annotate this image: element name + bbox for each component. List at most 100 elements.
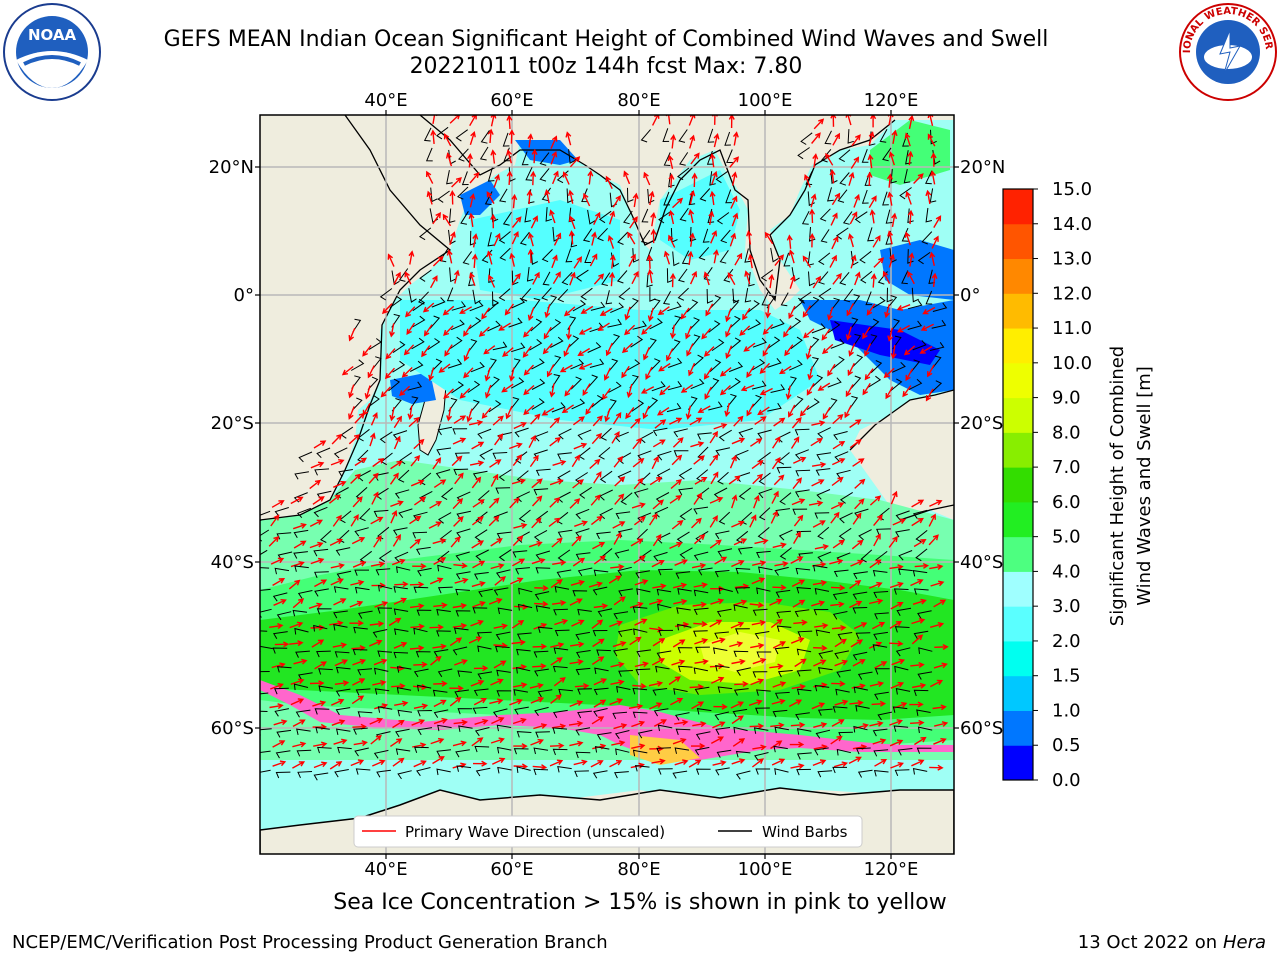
wind-barb	[333, 610, 348, 619]
wave-direction-arrow	[757, 406, 770, 416]
wave-direction-arrow	[759, 387, 773, 396]
wave-direction-arrow	[690, 441, 705, 448]
colorbar-segment	[1003, 675, 1033, 711]
wave-direction-arrow	[933, 215, 942, 228]
wind-barb	[297, 590, 313, 599]
wave-direction-arrow	[574, 520, 588, 527]
wave-direction-arrow	[629, 636, 642, 646]
wind-barb	[260, 710, 268, 712]
wind-barb	[916, 747, 932, 754]
wind-barb	[623, 210, 633, 225]
wind-barb	[533, 650, 549, 658]
wind-barb	[632, 606, 648, 613]
wave-direction-arrow	[392, 534, 401, 547]
wave-direction-arrow	[759, 362, 771, 374]
wave-direction-arrow	[831, 192, 841, 206]
wind-barb	[335, 728, 351, 736]
wind-barb	[453, 627, 469, 635]
wind-barb	[353, 727, 368, 735]
wind-barb	[497, 766, 512, 774]
wind-barb	[416, 767, 431, 777]
wind-barb	[913, 588, 929, 595]
wave-direction-arrow	[332, 514, 342, 527]
wave-direction-arrow	[473, 665, 489, 672]
wave-direction-arrow	[671, 454, 683, 466]
wave-direction-arrow	[650, 228, 657, 244]
lon-tick-bottom: 40°E	[364, 859, 407, 880]
wind-barb	[516, 731, 532, 738]
wind-barb	[607, 399, 617, 413]
wind-barb	[689, 226, 697, 242]
wave-direction-arrow	[471, 253, 478, 268]
wind-barb	[516, 766, 531, 773]
wave-direction-arrow	[533, 623, 548, 630]
wind-barb	[535, 605, 551, 612]
colorbar-tick-label: 14.0	[1052, 214, 1092, 235]
wave-direction-arrow	[554, 618, 569, 626]
wave-direction-arrow	[330, 563, 345, 569]
wind-barb	[931, 355, 942, 370]
wave-direction-arrow	[331, 433, 343, 445]
wave-direction-arrow	[910, 719, 925, 726]
wave-direction-arrow	[605, 342, 613, 357]
wave-direction-arrow	[422, 302, 435, 313]
wave-direction-arrow	[645, 366, 653, 381]
wind-barb	[553, 647, 569, 654]
wind-barb	[296, 749, 312, 757]
wind-barb	[417, 567, 432, 577]
wave-direction-arrow	[904, 132, 911, 147]
wave-direction-arrow	[749, 514, 757, 528]
wave-direction-arrow	[783, 325, 792, 338]
wind-barb	[605, 290, 613, 305]
wind-barb	[814, 512, 830, 519]
wave-direction-arrow	[686, 343, 694, 357]
wave-direction-arrow	[551, 254, 558, 269]
wave-direction-arrow	[369, 717, 384, 725]
wave-direction-arrow	[872, 234, 881, 248]
wind-barb	[553, 608, 568, 616]
wind-barb	[495, 569, 511, 579]
wind-barb	[690, 378, 705, 390]
wind-barb	[776, 466, 792, 474]
wave-direction-arrow	[765, 304, 771, 319]
wave-direction-arrow	[629, 601, 644, 609]
wave-direction-arrow	[829, 558, 844, 565]
wave-direction-arrow	[929, 251, 936, 266]
wind-barb	[488, 268, 495, 283]
wind-barb	[613, 611, 629, 620]
wave-direction-arrow	[372, 458, 385, 468]
wind-barb	[575, 552, 591, 560]
wave-direction-arrow	[471, 540, 485, 549]
wind-barb	[818, 271, 829, 285]
wave-direction-arrow	[550, 657, 563, 666]
wave-direction-arrow	[501, 383, 514, 393]
wave-direction-arrow	[889, 739, 904, 747]
wave-direction-arrow	[429, 275, 438, 289]
wind-barb	[495, 487, 511, 494]
wind-barb	[832, 591, 848, 600]
wave-direction-arrow	[381, 303, 393, 315]
wave-direction-arrow	[370, 734, 382, 745]
wind-barb	[891, 361, 906, 373]
wind-barb	[492, 708, 508, 718]
wave-direction-arrow	[290, 496, 304, 505]
wind-barb	[678, 129, 688, 143]
wave-direction-arrow	[549, 437, 562, 447]
wave-direction-arrow	[549, 742, 565, 749]
wind-barb	[649, 358, 661, 372]
wind-barb	[853, 686, 869, 694]
wave-direction-arrow	[929, 764, 944, 771]
wave-direction-arrow	[393, 641, 408, 649]
wave-direction-arrow	[597, 322, 610, 332]
equatorial-calm	[400, 300, 820, 430]
wave-direction-arrow	[569, 156, 581, 168]
noaa-logo: NOAA	[3, 3, 101, 101]
wind-barb	[770, 247, 779, 263]
wave-direction-arrow	[674, 719, 689, 726]
wind-barb	[316, 650, 331, 658]
wind-barb	[715, 170, 729, 184]
wind-barb	[929, 188, 937, 203]
wind-barb	[531, 298, 541, 312]
wave-direction-arrow	[413, 703, 429, 710]
colorbar-segment	[1003, 293, 1033, 329]
